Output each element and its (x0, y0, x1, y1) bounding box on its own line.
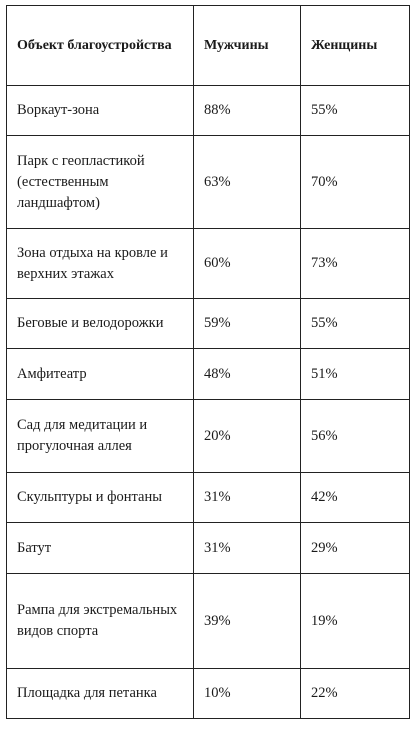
table-row: Амфитеатр 48% 51% (6, 348, 410, 400)
object-cell: Зона отдыха на кровле и верхних этажах (6, 228, 194, 299)
table-row: Воркаут-зона 88% 55% (6, 85, 410, 136)
women-cell: 22% (300, 668, 410, 719)
table-row: Рампа для экстремальных видов спорта 39%… (6, 573, 410, 669)
women-cell: 29% (300, 522, 410, 574)
object-cell: Скульптуры и фонтаны (6, 472, 194, 523)
women-cell: 51% (300, 348, 410, 400)
object-cell: Батут (6, 522, 194, 574)
women-cell: 70% (300, 135, 410, 229)
men-cell: 31% (193, 522, 301, 574)
table-header-row: Объект благоустройства Мужчины Женщины (6, 5, 410, 86)
men-cell: 59% (193, 298, 301, 349)
object-cell: Воркаут-зона (6, 85, 194, 136)
header-object: Объект благоустройства (6, 5, 194, 86)
table-row: Парк с геопластикой (естественным ландша… (6, 135, 410, 229)
object-cell: Амфитеатр (6, 348, 194, 400)
women-cell: 55% (300, 298, 410, 349)
men-cell: 60% (193, 228, 301, 299)
header-men: Мужчины (193, 5, 301, 86)
table-row: Площадка для петанка 10% 22% (6, 668, 410, 719)
table-row: Скульптуры и фонтаны 31% 42% (6, 472, 410, 523)
object-cell: Беговые и велодорожки (6, 298, 194, 349)
men-cell: 88% (193, 85, 301, 136)
table-row: Беговые и велодорожки 59% 55% (6, 298, 410, 349)
men-cell: 39% (193, 573, 301, 669)
men-cell: 10% (193, 668, 301, 719)
header-women: Женщины (300, 5, 410, 86)
table-row: Батут 31% 29% (6, 522, 410, 574)
women-cell: 55% (300, 85, 410, 136)
object-cell: Сад для медитации и прогулочная аллея (6, 399, 194, 473)
table-row: Зона отдыха на кровле и верхних этажах 6… (6, 228, 410, 299)
object-cell: Парк с геопластикой (естественным ландша… (6, 135, 194, 229)
men-cell: 48% (193, 348, 301, 400)
women-cell: 42% (300, 472, 410, 523)
survey-table-container: Объект благоустройства Мужчины Женщины В… (6, 5, 410, 719)
survey-table: Объект благоустройства Мужчины Женщины В… (6, 5, 410, 719)
women-cell: 73% (300, 228, 410, 299)
men-cell: 63% (193, 135, 301, 229)
object-cell: Площадка для петанка (6, 668, 194, 719)
women-cell: 56% (300, 399, 410, 473)
women-cell: 19% (300, 573, 410, 669)
object-cell: Рампа для экстремальных видов спорта (6, 573, 194, 669)
men-cell: 31% (193, 472, 301, 523)
table-row: Сад для медитации и прогулочная аллея 20… (6, 399, 410, 473)
men-cell: 20% (193, 399, 301, 473)
